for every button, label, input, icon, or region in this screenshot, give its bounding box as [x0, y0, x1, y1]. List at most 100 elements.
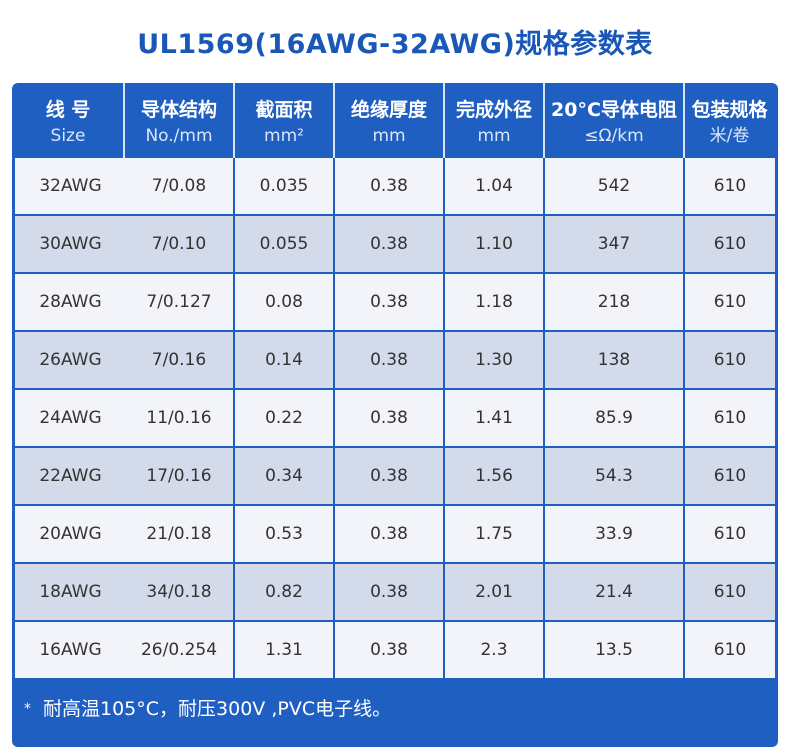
table-row: 24AWG 11/0.16 0.22 0.38 1.41 85.9 610 [15, 390, 775, 446]
cell-size: 20AWG [15, 506, 126, 562]
cell-insulation: 0.38 [335, 274, 443, 330]
table-header-row: 线 号 Size 导体结构 No./mm 截面积 mm² 绝缘厚度 mm 完成外径 mm 20°C导… [12, 83, 778, 158]
spec-table-frame: 线 号 Size 导体结构 No./mm 截面积 mm² 绝缘厚度 mm 完成外径 mm 20°C导… [12, 83, 778, 747]
cell-size: 18AWG [15, 564, 126, 620]
cell-conductor: 21/0.18 [125, 506, 233, 562]
cell-size: 22AWG [15, 448, 126, 504]
cell-resistance: 347 [545, 216, 683, 272]
footnote-marker: * [24, 701, 31, 717]
cell-package: 610 [685, 274, 775, 330]
cell-conductor: 26/0.254 [125, 622, 233, 678]
cell-area: 0.035 [235, 158, 333, 214]
header-unit: mm [477, 126, 511, 146]
cell-resistance: 21.4 [545, 564, 683, 620]
header-label: 导体结构 [140, 99, 217, 121]
cell-insulation: 0.38 [335, 390, 443, 446]
header-divider [333, 83, 335, 158]
cell-resistance: 542 [545, 158, 683, 214]
cell-od: 1.10 [445, 216, 543, 272]
header-unit: ≤Ω/km [584, 126, 644, 146]
cell-insulation: 0.38 [335, 448, 443, 504]
table-row: 30AWG 7/0.10 0.055 0.38 1.10 347 610 [15, 216, 775, 272]
header-label: 20°C导体电阻 [551, 99, 677, 121]
header-cell-area: 截面积 mm² [234, 83, 334, 158]
table-row: 18AWG 34/0.18 0.82 0.38 2.01 21.4 610 [15, 564, 775, 620]
cell-package: 610 [685, 448, 775, 504]
header-divider [683, 83, 685, 158]
cell-package: 610 [685, 622, 775, 678]
cell-resistance: 54.3 [545, 448, 683, 504]
cell-od: 1.04 [445, 158, 543, 214]
cell-resistance: 13.5 [545, 622, 683, 678]
cell-size: 32AWG [15, 158, 126, 214]
spec-table: 线 号 Size 导体结构 No./mm 截面积 mm² 绝缘厚度 mm 完成外径 mm 20°C导… [12, 83, 778, 678]
table-row: 26AWG 7/0.16 0.14 0.38 1.30 138 610 [15, 332, 775, 388]
cell-conductor: 11/0.16 [125, 390, 233, 446]
cell-conductor: 7/0.127 [125, 274, 233, 330]
cell-conductor: 17/0.16 [125, 448, 233, 504]
footnote-text: 耐高温105°C，耐压300V ,PVC电子线。 [43, 698, 392, 720]
header-unit: Size [50, 126, 86, 146]
header-divider [543, 83, 545, 158]
header-divider [233, 83, 235, 158]
page-title: UL1569(16AWG-32AWG)规格参数表 [137, 29, 653, 60]
footnote: * 耐高温105°C，耐压300V ,PVC电子线。 [24, 695, 391, 723]
cell-od: 2.3 [445, 622, 543, 678]
cell-od: 2.01 [445, 564, 543, 620]
cell-insulation: 0.38 [335, 332, 443, 388]
cell-area: 1.31 [235, 622, 333, 678]
header-cell-package: 包装规格米/卷 [684, 83, 775, 158]
cell-area: 0.14 [235, 332, 333, 388]
cell-conductor: 7/0.08 [125, 158, 233, 214]
cell-insulation: 0.38 [335, 622, 443, 678]
header-cell-resistance: 20°C导体电阻 ≤Ω/km [544, 83, 684, 158]
cell-package: 610 [685, 390, 775, 446]
header-label: 绝缘厚度 [350, 99, 427, 121]
table-row: 22AWG 17/0.16 0.34 0.38 1.56 54.3 610 [15, 448, 775, 504]
cell-size: 24AWG [15, 390, 126, 446]
cell-area: 0.055 [235, 216, 333, 272]
cell-size: 28AWG [15, 274, 126, 330]
table-row: 16AWG 26/0.254 1.31 0.38 2.3 13.5 610 [15, 622, 775, 678]
header-cell-od: 完成外径 mm [444, 83, 544, 158]
cell-od: 1.30 [445, 332, 543, 388]
cell-conductor: 34/0.18 [125, 564, 233, 620]
header-label: 完成外径 [455, 99, 532, 121]
header-unit: No./mm [145, 126, 213, 146]
cell-insulation: 0.38 [335, 216, 443, 272]
cell-resistance: 33.9 [545, 506, 683, 562]
header-label: 线 号 [45, 99, 91, 121]
cell-conductor: 7/0.10 [125, 216, 233, 272]
header-unit: 米/卷 [709, 126, 750, 146]
cell-package: 610 [685, 564, 775, 620]
header-label: 截面积 [255, 99, 313, 121]
header-divider [443, 83, 445, 158]
cell-area: 0.53 [235, 506, 333, 562]
cell-area: 0.22 [235, 390, 333, 446]
header-cell-size: 线 号 Size [12, 83, 124, 158]
cell-od: 1.75 [445, 506, 543, 562]
cell-insulation: 0.38 [335, 506, 443, 562]
cell-package: 610 [685, 158, 775, 214]
cell-area: 0.08 [235, 274, 333, 330]
cell-insulation: 0.38 [335, 564, 443, 620]
cell-size: 30AWG [15, 216, 126, 272]
cell-package: 610 [685, 506, 775, 562]
header-label: 包装规格 [691, 99, 768, 121]
cell-resistance: 138 [545, 332, 683, 388]
cell-package: 610 [685, 332, 775, 388]
cell-od: 1.41 [445, 390, 543, 446]
cell-size: 16AWG [15, 622, 126, 678]
header-unit: mm² [264, 126, 304, 146]
cell-package: 610 [685, 216, 775, 272]
cell-resistance: 218 [545, 274, 683, 330]
cell-area: 0.82 [235, 564, 333, 620]
cell-conductor: 7/0.16 [125, 332, 233, 388]
cell-size: 26AWG [15, 332, 126, 388]
cell-insulation: 0.38 [335, 158, 443, 214]
header-divider [123, 83, 125, 158]
header-cell-conductor: 导体结构 No./mm [124, 83, 234, 158]
table-row: 28AWG 7/0.127 0.08 0.38 1.18 218 610 [15, 274, 775, 330]
cell-od: 1.56 [445, 448, 543, 504]
cell-resistance: 85.9 [545, 390, 683, 446]
